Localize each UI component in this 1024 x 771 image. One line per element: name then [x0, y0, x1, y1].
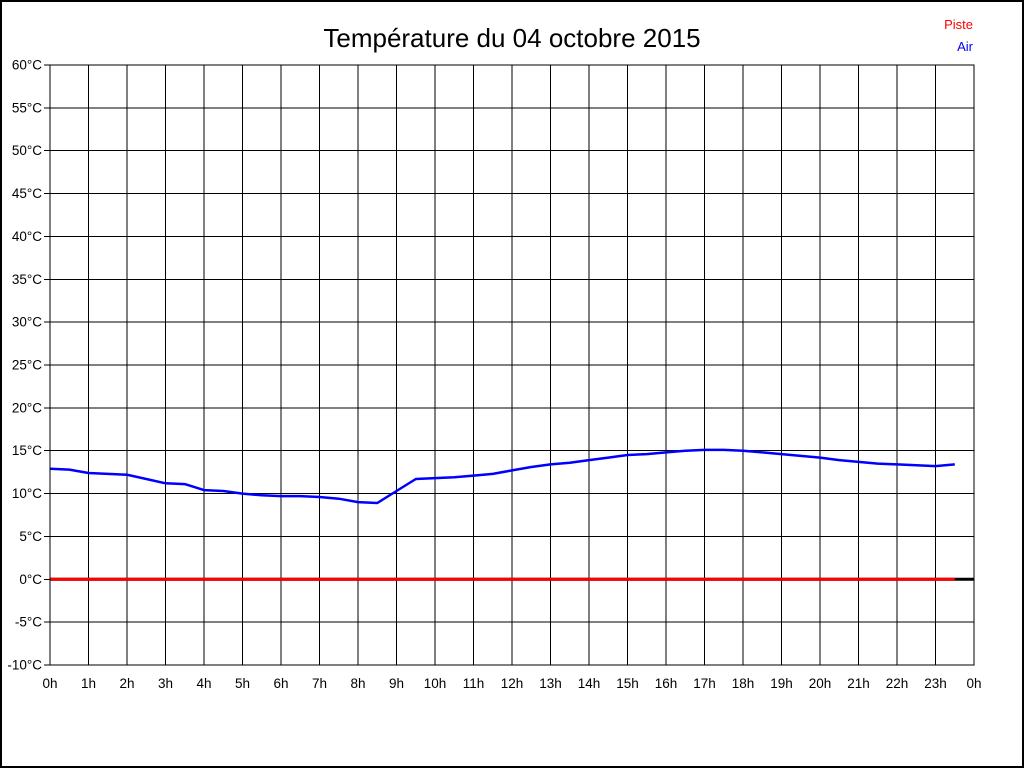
y-tick-label: 25°C: [12, 358, 42, 373]
y-tick-label: 30°C: [12, 315, 42, 330]
y-tick-label: 55°C: [12, 100, 42, 115]
x-tick-label: 11h: [463, 676, 485, 691]
y-tick-label: 50°C: [12, 143, 42, 158]
y-tick-label: 0°C: [19, 572, 42, 587]
y-tick-label: 40°C: [12, 229, 42, 244]
x-tick-label: 20h: [809, 676, 832, 691]
y-tick-label: 15°C: [12, 443, 42, 458]
x-tick-label: 3h: [158, 676, 173, 691]
x-tick-label: 6h: [273, 676, 288, 691]
x-tick-label: 0h: [966, 676, 981, 691]
x-tick-label: 15h: [616, 676, 639, 691]
x-tick-label: 23h: [924, 676, 947, 691]
x-tick-label: 18h: [732, 676, 755, 691]
x-tick-label: 16h: [655, 676, 678, 691]
y-tick-label: -10°C: [7, 658, 42, 673]
x-tick-label: 22h: [886, 676, 909, 691]
y-tick-label: -5°C: [15, 615, 42, 630]
legend-item-piste: Piste: [944, 17, 973, 32]
x-tick-label: 10h: [424, 676, 447, 691]
x-tick-label: 13h: [539, 676, 562, 691]
x-tick-label: 4h: [196, 676, 211, 691]
x-tick-label: 19h: [770, 676, 793, 691]
x-tick-label: 5h: [235, 676, 250, 691]
y-tick-label: 35°C: [12, 272, 42, 287]
y-tick-label: 5°C: [19, 529, 42, 544]
plot-border: [49, 64, 975, 666]
x-tick-label: 9h: [389, 676, 404, 691]
x-tick-label: 17h: [693, 676, 716, 691]
x-tick-label: 7h: [312, 676, 327, 691]
legend-item-air: Air: [957, 39, 973, 54]
x-tick-label: 21h: [847, 676, 870, 691]
chart-title: Température du 04 octobre 2015: [323, 23, 701, 53]
x-tick-label: 1h: [81, 676, 96, 691]
y-tick-label: 45°C: [12, 186, 42, 201]
x-tick-label: 0h: [42, 676, 57, 691]
y-tick-label: 60°C: [12, 58, 42, 73]
y-tick-label: 20°C: [12, 400, 42, 415]
legend: Piste Air: [944, 14, 973, 58]
air-line: [49, 448, 955, 505]
x-tick-label: 14h: [578, 676, 601, 691]
x-tick-label: 12h: [501, 676, 524, 691]
y-tick-label: 10°C: [12, 486, 42, 501]
x-tick-label: 2h: [119, 676, 134, 691]
x-tick-label: 8h: [350, 676, 365, 691]
